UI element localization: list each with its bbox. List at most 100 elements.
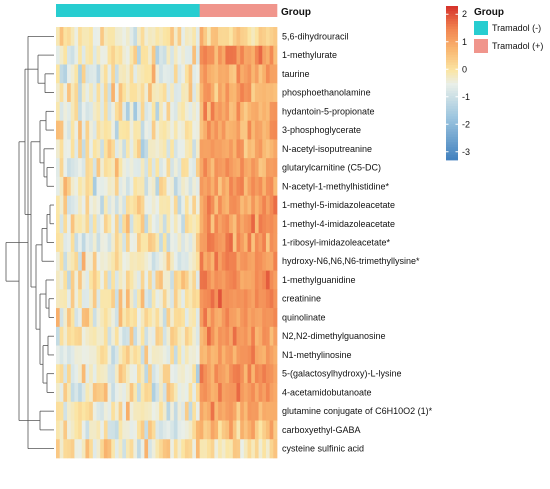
heatmap-cell [170, 383, 175, 403]
heatmap-cell [181, 270, 186, 290]
heatmap-cell [214, 101, 219, 122]
heatmap-cell [78, 345, 83, 365]
heatmap-cell [100, 158, 105, 178]
heatmap-cell [166, 270, 171, 290]
heatmap-cell [103, 383, 108, 403]
heatmap-cell [144, 270, 149, 290]
heatmap-cell [173, 64, 178, 84]
heatmap-cell [207, 326, 212, 346]
heatmap-cell [262, 139, 267, 159]
heatmap-cell [125, 64, 131, 84]
heatmap-cell [122, 176, 127, 196]
heatmap-cell [254, 233, 259, 253]
heatmap-cell [59, 139, 64, 159]
heatmap-cell [254, 326, 259, 346]
heatmap-cell [159, 83, 164, 103]
heatmap-cell [114, 420, 119, 440]
heatmap-cell [251, 345, 256, 365]
heatmap-cell [188, 195, 193, 215]
heatmap-cell [236, 439, 241, 459]
group-legend-swatch [474, 21, 488, 35]
heatmap-cell [114, 439, 119, 459]
heatmap-cell [269, 420, 274, 440]
heatmap-cell [125, 139, 131, 159]
heatmap-cell [170, 27, 175, 47]
heatmap-cell [137, 383, 142, 403]
heatmap-cell [203, 326, 208, 346]
heatmap-cell [254, 27, 259, 47]
heatmap-cell [254, 289, 259, 309]
heatmap-cell [225, 64, 230, 84]
color-scale-segment [446, 152, 458, 156]
heatmap-cell [254, 176, 259, 196]
heatmap-cell [229, 383, 234, 403]
heatmap-cell [81, 214, 86, 234]
heatmap-cell [100, 308, 105, 328]
heatmap-cell [81, 345, 86, 365]
heatmap-cell [133, 83, 138, 103]
heatmap-cell [56, 64, 61, 84]
row-label: 1-methyl-5-imidazoleacetate [282, 200, 395, 210]
heatmap-cell [192, 251, 197, 271]
heatmap-cell [181, 251, 186, 271]
heatmap-cell [122, 83, 127, 103]
heatmap-cell [70, 439, 75, 459]
heatmap-cell [159, 439, 164, 459]
heatmap-cell [207, 364, 212, 384]
heatmap-cell [210, 101, 215, 122]
heatmap-cell [85, 383, 90, 403]
heatmap-cell [148, 326, 153, 346]
heatmap-cell [159, 401, 164, 421]
color-scale-segment [446, 54, 458, 58]
heatmap-cell [243, 251, 248, 271]
heatmap-cell [192, 214, 197, 234]
heatmap-cell [273, 420, 278, 440]
heatmap-cell [111, 308, 116, 328]
heatmap-cell [140, 101, 145, 122]
heatmap-cell [85, 176, 90, 196]
heatmap-cell [114, 289, 119, 309]
heatmap-cell [229, 289, 234, 309]
heatmap-cell [243, 233, 248, 253]
heatmap-cell [74, 233, 79, 253]
heatmap-cell [192, 326, 197, 346]
color-scale-segment [446, 124, 458, 128]
heatmap-cell [243, 308, 248, 328]
heatmap-cell [118, 27, 123, 47]
row-label: 1-methylguanidine [282, 275, 356, 285]
heatmap-cell [137, 27, 142, 47]
heatmap-cell [96, 214, 101, 234]
heatmap-cell [262, 401, 267, 421]
heatmap-cell [269, 270, 274, 290]
heatmap-cell [181, 420, 186, 440]
heatmap-cell [125, 364, 131, 384]
heatmap-cell [151, 139, 156, 159]
heatmap-cell [221, 195, 226, 215]
color-scale-tick-label: 1 [462, 37, 467, 47]
heatmap-cell [225, 364, 230, 384]
heatmap-cell [151, 27, 156, 47]
heatmap-cell [265, 45, 270, 65]
heatmap-cell [144, 139, 149, 159]
heatmap-cell [207, 101, 212, 122]
heatmap-cell [203, 345, 208, 365]
heatmap-cell [89, 64, 94, 84]
heatmap-cell [81, 83, 86, 103]
heatmap-cell [221, 420, 226, 440]
heatmap-cell [225, 270, 230, 290]
heatmap-cell [89, 233, 94, 253]
heatmap-cell [148, 233, 153, 253]
heatmap-cell [129, 383, 134, 403]
color-scale-segment [446, 13, 458, 17]
heatmap-cell [210, 251, 215, 271]
heatmap-cell [218, 401, 223, 421]
heatmap-cell [173, 120, 178, 140]
heatmap-cell [265, 308, 270, 328]
heatmap-cell [100, 420, 105, 440]
heatmap-cell [218, 251, 223, 271]
heatmap-cell [269, 289, 274, 309]
heatmap-cell [170, 289, 175, 309]
group-legend-swatch [474, 39, 488, 53]
row-label: 3-phosphoglycerate [282, 125, 361, 135]
